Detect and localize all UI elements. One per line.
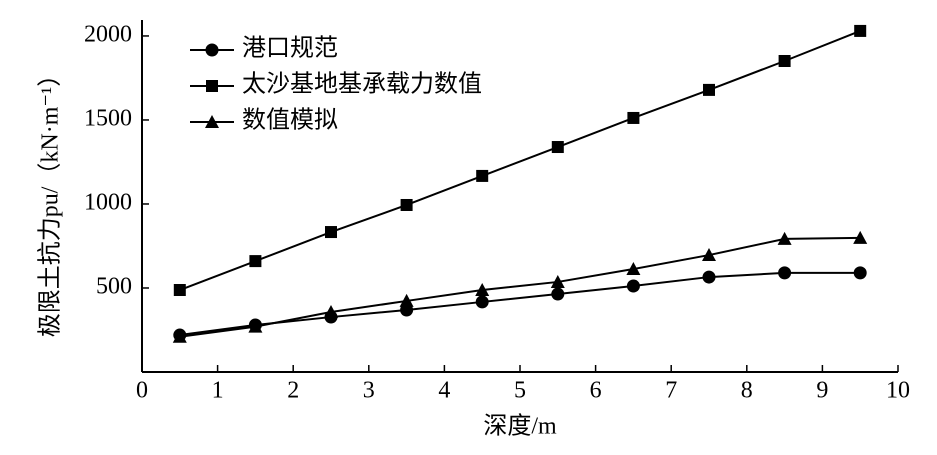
- marker: [551, 287, 565, 301]
- y-tick-label: 1500: [84, 105, 132, 131]
- x-tick-label: 10: [886, 378, 910, 404]
- marker: [627, 111, 640, 124]
- marker: [626, 262, 641, 276]
- marker: [778, 266, 792, 280]
- marker: [702, 248, 716, 262]
- marker: [248, 319, 263, 333]
- x-tick-label: 4: [438, 378, 450, 404]
- marker: [550, 274, 565, 288]
- legend-marker: [206, 80, 218, 92]
- legend-label: 港口规范: [242, 35, 338, 62]
- y-tick-label: 1000: [84, 189, 132, 215]
- marker: [778, 54, 791, 67]
- marker: [703, 83, 715, 96]
- marker: [173, 284, 186, 297]
- marker: [853, 230, 868, 244]
- x-axis-label: 深度/m: [483, 413, 557, 440]
- marker: [702, 270, 716, 284]
- marker: [325, 226, 337, 239]
- x-tick-label: 7: [665, 378, 677, 404]
- x-tick-label: 1: [212, 378, 224, 404]
- marker: [475, 295, 489, 309]
- marker: [551, 141, 564, 154]
- legend-marker: [205, 115, 219, 128]
- marker: [249, 255, 262, 268]
- x-tick-label: 6: [590, 378, 602, 404]
- marker: [172, 329, 187, 343]
- marker: [854, 24, 867, 37]
- x-tick-label: 5: [514, 378, 526, 404]
- x-tick-label: 3: [363, 378, 375, 404]
- x-tick-label: 2: [287, 378, 299, 404]
- series-line: [179, 29, 861, 291]
- x-tick-label: 8: [741, 378, 753, 404]
- marker: [475, 283, 490, 297]
- y-tick-label: 500: [96, 273, 132, 299]
- marker: [476, 169, 489, 182]
- marker: [626, 279, 640, 293]
- marker: [777, 231, 792, 245]
- marker: [399, 293, 414, 307]
- x-tick-label: 9: [816, 378, 828, 404]
- x-tick-label: 0: [136, 378, 148, 404]
- marker: [400, 198, 413, 211]
- marker: [324, 305, 338, 319]
- legend-label: 数值模拟: [242, 107, 338, 134]
- y-axis-label: 极限土抗力pu/（kN·m⁻¹）: [37, 63, 64, 338]
- y-tick-label: 2000: [84, 21, 132, 47]
- series-line: [179, 271, 861, 337]
- series-line: [179, 236, 861, 338]
- legend-label: 太沙基地基承载力数值: [242, 71, 482, 98]
- legend-marker: [205, 43, 219, 57]
- marker: [853, 266, 867, 280]
